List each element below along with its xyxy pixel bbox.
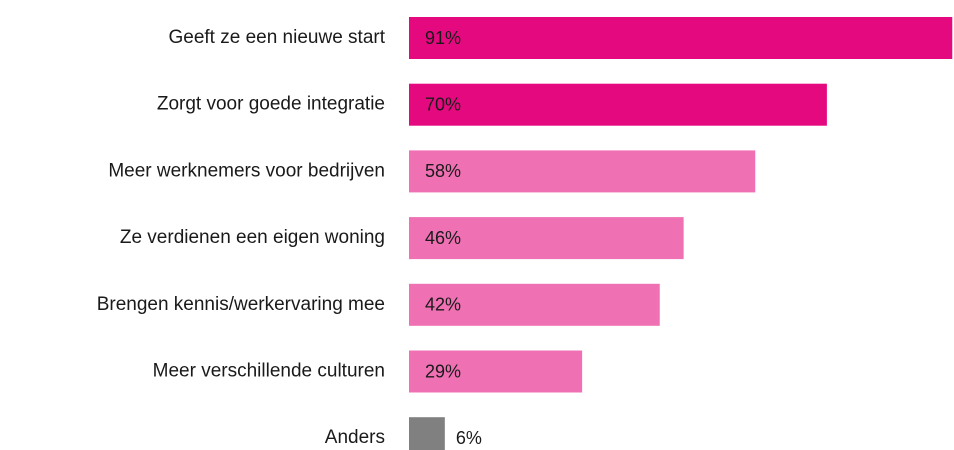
bar: [409, 150, 756, 193]
category-label: Anders: [325, 427, 385, 448]
value-label: 58%: [425, 161, 461, 181]
value-label: 6%: [456, 428, 482, 448]
category-label: Ze verdienen een eigen woning: [120, 227, 385, 248]
bar: [409, 283, 660, 326]
value-label: 46%: [425, 228, 461, 248]
bar: [409, 17, 953, 59]
value-label: 70%: [425, 94, 461, 114]
category-label: Geeft ze een nieuwe start: [168, 27, 385, 48]
bar: [409, 217, 684, 260]
value-label: 91%: [425, 28, 461, 48]
value-label: 42%: [425, 295, 461, 315]
bar: [409, 350, 583, 393]
category-label: Meer verschillende culturen: [153, 361, 385, 382]
value-label: 29%: [425, 361, 461, 381]
bar: [409, 417, 445, 450]
category-label: Meer werknemers voor bedrijven: [108, 160, 385, 181]
category-label: Brengen kennis/werkervaring mee: [97, 294, 385, 315]
category-label: Zorgt voor goede integratie: [157, 94, 385, 115]
bar: [409, 83, 827, 126]
